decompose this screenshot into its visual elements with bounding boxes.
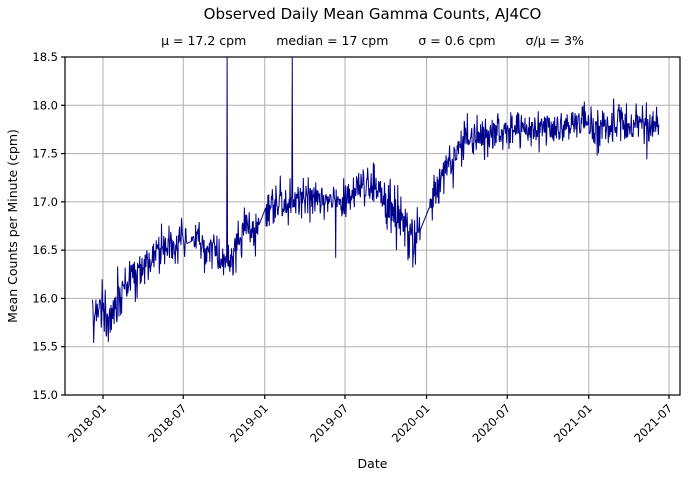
x-tick-label: 2020-07 xyxy=(469,401,513,445)
y-tick-label: 16.5 xyxy=(32,243,58,257)
y-tick-label: 15.0 xyxy=(32,388,58,402)
x-tick-label: 2018-07 xyxy=(145,401,189,445)
data-series-line xyxy=(91,56,660,343)
y-tick-label: 18.5 xyxy=(32,50,58,64)
stat-median: median = 17 cpm xyxy=(276,33,389,48)
y-tick-label: 16.0 xyxy=(32,291,58,305)
stat-sigma-over-mu: σ/μ = 3% xyxy=(525,33,584,48)
y-tick-label: 17.5 xyxy=(32,147,58,161)
y-tick-label: 18.0 xyxy=(32,98,58,112)
x-axis-label: Date xyxy=(358,456,388,471)
stat-mean: μ = 17.2 cpm xyxy=(161,33,247,48)
y-axis-label: Mean Counts per Minute (cpm) xyxy=(5,129,20,323)
x-tick-label: 2019-01 xyxy=(227,401,271,445)
chart-title: Observed Daily Mean Gamma Counts, AJ4CO xyxy=(203,5,542,23)
y-tick-label: 15.5 xyxy=(32,340,58,354)
x-tick-label: 2020-01 xyxy=(389,401,433,445)
stats-line: μ = 17.2 cpm median = 17 cpm σ = 0.6 cpm… xyxy=(65,33,680,48)
stat-sigma: σ = 0.6 cpm xyxy=(418,33,496,48)
x-tick-label: 2018-01 xyxy=(65,401,109,445)
x-tick-label: 2021-07 xyxy=(631,401,675,445)
plot-border xyxy=(64,56,681,396)
y-tick-label: 17.0 xyxy=(32,195,58,209)
x-tick-label: 2019-07 xyxy=(307,401,351,445)
x-tick-label: 2021-01 xyxy=(551,401,595,445)
